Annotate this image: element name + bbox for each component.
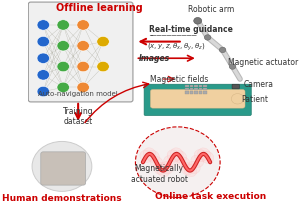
FancyBboxPatch shape [144, 84, 251, 115]
Circle shape [194, 17, 202, 24]
Text: Auto-navigation model: Auto-navigation model [38, 91, 118, 97]
FancyBboxPatch shape [150, 89, 245, 108]
Ellipse shape [160, 162, 173, 174]
Circle shape [57, 20, 70, 30]
Circle shape [231, 94, 244, 104]
Circle shape [77, 41, 89, 51]
Circle shape [77, 61, 89, 72]
FancyBboxPatch shape [41, 152, 85, 185]
Circle shape [32, 141, 92, 191]
FancyBboxPatch shape [190, 88, 193, 90]
FancyBboxPatch shape [199, 88, 202, 90]
Circle shape [229, 64, 236, 69]
Text: Magnetically
actuated robot: Magnetically actuated robot [131, 164, 188, 184]
Text: $(x, y, z, \theta_x, \theta_y, \theta_z)$: $(x, y, z, \theta_x, \theta_y, \theta_z)… [147, 42, 205, 53]
Ellipse shape [147, 150, 160, 163]
FancyBboxPatch shape [190, 85, 193, 87]
Text: Magnetic actuator: Magnetic actuator [228, 58, 298, 67]
FancyBboxPatch shape [190, 91, 193, 94]
Circle shape [97, 36, 109, 47]
FancyBboxPatch shape [194, 91, 198, 94]
FancyBboxPatch shape [232, 84, 239, 89]
FancyBboxPatch shape [185, 91, 189, 94]
Ellipse shape [188, 161, 200, 173]
FancyBboxPatch shape [203, 88, 207, 90]
Circle shape [37, 20, 49, 30]
FancyBboxPatch shape [185, 88, 189, 90]
Circle shape [37, 86, 49, 97]
Ellipse shape [157, 164, 170, 177]
Ellipse shape [194, 150, 207, 162]
Text: Human demonstrations: Human demonstrations [2, 194, 122, 203]
Ellipse shape [177, 157, 190, 169]
Circle shape [37, 36, 49, 47]
Circle shape [57, 61, 70, 72]
FancyBboxPatch shape [185, 85, 189, 87]
Circle shape [57, 82, 70, 93]
FancyBboxPatch shape [203, 85, 207, 87]
Ellipse shape [167, 150, 180, 162]
Circle shape [135, 127, 220, 198]
Circle shape [37, 53, 49, 63]
Ellipse shape [198, 148, 210, 160]
FancyBboxPatch shape [199, 85, 202, 87]
Ellipse shape [140, 150, 153, 162]
Circle shape [77, 20, 89, 30]
Text: Magnetic fields: Magnetic fields [150, 74, 209, 84]
Ellipse shape [170, 148, 183, 160]
Ellipse shape [150, 156, 163, 169]
FancyBboxPatch shape [28, 2, 133, 102]
Ellipse shape [143, 148, 156, 160]
FancyBboxPatch shape [199, 91, 202, 94]
Ellipse shape [181, 163, 194, 175]
Text: Camera: Camera [244, 80, 274, 89]
Text: Patient: Patient [241, 95, 268, 104]
Ellipse shape [154, 162, 166, 175]
FancyBboxPatch shape [194, 85, 198, 87]
Circle shape [77, 82, 89, 93]
Text: ───────────────────: ─────────────────── [149, 35, 197, 38]
FancyBboxPatch shape [203, 91, 207, 94]
Text: Training
dataset: Training dataset [63, 107, 93, 126]
Ellipse shape [191, 155, 204, 167]
Circle shape [57, 41, 70, 51]
Text: Images: Images [139, 54, 170, 63]
Ellipse shape [174, 151, 187, 163]
Ellipse shape [164, 156, 176, 168]
Text: Offline learning: Offline learning [56, 3, 142, 13]
Ellipse shape [201, 151, 214, 163]
Circle shape [204, 35, 211, 40]
Circle shape [97, 61, 109, 72]
Text: Online task execution: Online task execution [154, 192, 266, 201]
Circle shape [219, 47, 226, 53]
Text: Robotic arm: Robotic arm [188, 5, 234, 14]
Text: Real-time guidance: Real-time guidance [149, 25, 233, 34]
FancyBboxPatch shape [194, 88, 198, 90]
Ellipse shape [184, 164, 197, 177]
Circle shape [37, 70, 49, 80]
Circle shape [194, 18, 201, 24]
